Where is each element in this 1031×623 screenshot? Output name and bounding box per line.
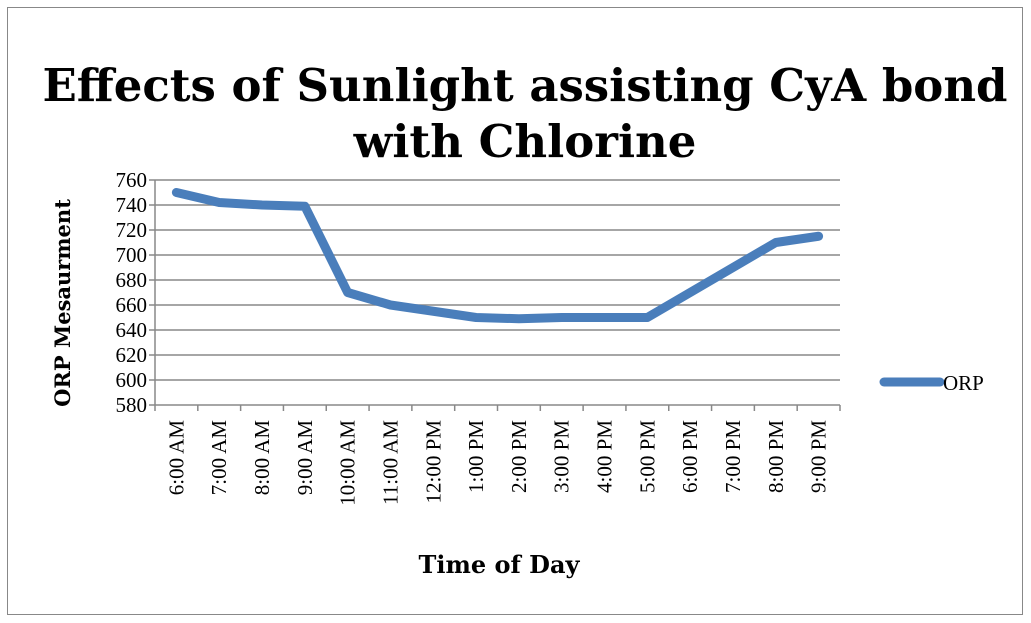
- y-tick-label: 760: [116, 168, 148, 192]
- y-axis-title: ORP Mesaurment: [50, 199, 75, 407]
- y-tick-label: 640: [116, 318, 148, 342]
- x-tick-label: 5:00 PM: [635, 420, 659, 493]
- x-tick-label: 7:00 PM: [721, 420, 745, 493]
- y-tick-label: 660: [116, 293, 148, 317]
- chart-title: Effects of Sunlight assisting CyA bond w…: [42, 59, 1008, 168]
- x-tick-label: 3:00 PM: [550, 420, 574, 493]
- y-tick-label: 620: [116, 343, 148, 367]
- orp-series-line: [171, 188, 824, 324]
- x-axis-title: Time of Day: [419, 550, 581, 579]
- y-tick-label: 720: [116, 218, 148, 242]
- y-tick-label: 740: [116, 193, 148, 217]
- y-tick-label: 580: [116, 393, 148, 417]
- x-tick-label: 9:00 PM: [807, 420, 831, 493]
- x-tick-label: 6:00 AM: [164, 420, 188, 496]
- x-tick-label: 9:00 AM: [293, 420, 317, 496]
- x-tick-label: 11:00 AM: [378, 420, 402, 505]
- x-tick-label: 7:00 AM: [207, 420, 231, 496]
- y-tick-label: 700: [116, 243, 148, 267]
- legend-label: ORP: [943, 371, 984, 395]
- y-tick-label: 680: [116, 268, 148, 292]
- chart-frame: [7, 7, 1023, 615]
- y-tick-label: 600: [116, 368, 148, 392]
- x-tick-label: 4:00 PM: [593, 420, 617, 493]
- x-tick-label: 10:00 AM: [336, 420, 360, 506]
- x-tick-label: 8:00 PM: [764, 420, 788, 493]
- x-tick-label: 8:00 AM: [250, 420, 274, 496]
- x-tick-label: 6:00 PM: [678, 420, 702, 493]
- x-tick-label: 12:00 PM: [421, 420, 445, 504]
- x-tick-label: 2:00 PM: [507, 420, 531, 493]
- x-tick-label: 1:00 PM: [464, 420, 488, 493]
